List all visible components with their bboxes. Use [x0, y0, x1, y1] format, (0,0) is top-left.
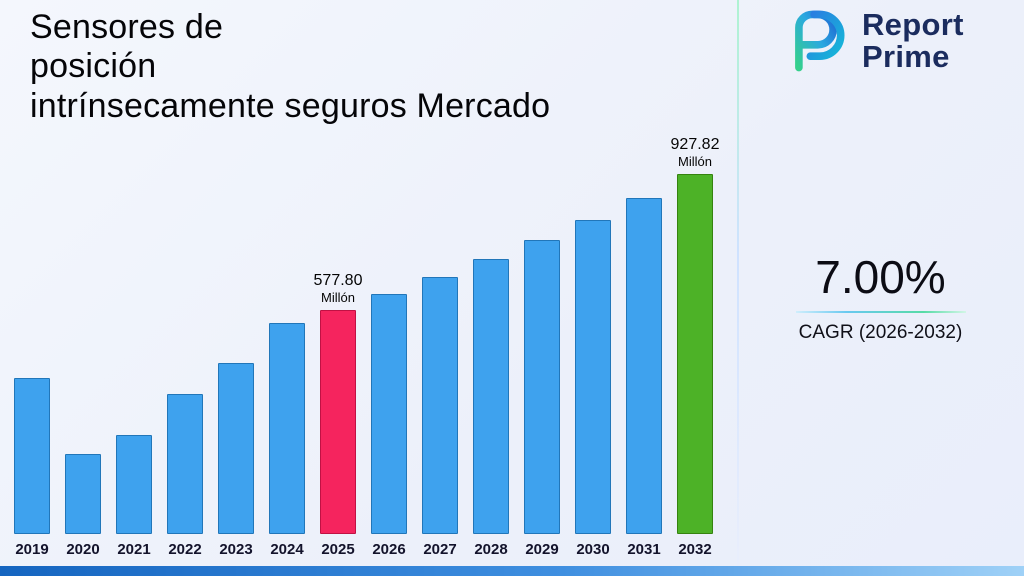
cagr-label: CAGR (2026-2032): [798, 322, 963, 343]
bar-2021: [116, 435, 152, 534]
x-tick-2030: 2030: [576, 541, 610, 558]
chart-column-2029: [524, 146, 560, 534]
value-label-2032: 927.82 Millón: [671, 136, 720, 169]
chart-column-2020: [65, 146, 101, 534]
chart-plot: 577.80 Millón 927.82 Millón: [14, 136, 719, 534]
chart-column-2026: [371, 146, 407, 534]
chart-column-2025: 577.80 Millón: [314, 146, 362, 534]
cagr-underline: [795, 311, 966, 313]
x-tick-2023: 2023: [219, 541, 253, 558]
brand-name-line2: Prime: [862, 39, 950, 74]
chart-column-2031: [626, 146, 662, 534]
bar-2019: [14, 378, 50, 534]
title-line-2: posición: [30, 47, 157, 86]
chart-column-2030: [575, 146, 611, 534]
chart-column-2024: [269, 146, 305, 534]
chart-column-2027: [422, 146, 458, 534]
cagr-value: 7.00%: [815, 251, 946, 303]
x-tick-2020: 2020: [66, 541, 100, 558]
chart-column-2028: [473, 146, 509, 534]
chart-x-axis: 2019 2020 2021 2022 2023 2024 2025 2026 2027 2028…: [14, 541, 713, 558]
x-tick-2021: 2021: [117, 541, 151, 558]
value-label-unit: Millón: [321, 290, 355, 305]
bottom-accent-strip: [0, 566, 1024, 576]
value-label-2025: 577.80 Millón: [314, 272, 363, 305]
bar-2032: [677, 174, 713, 534]
value-label-number: 577.80: [313, 272, 363, 289]
chart-column-2021: [116, 146, 152, 534]
chart-column-2022: [167, 146, 203, 534]
x-tick-2026: 2026: [372, 541, 406, 558]
cagr-block: 7.00% CAGR (2026-2032): [739, 250, 1022, 344]
x-tick-2022: 2022: [168, 541, 202, 558]
x-tick-2024: 2024: [270, 541, 304, 558]
bar-2029: [524, 240, 560, 534]
x-tick-2025: 2025: [321, 541, 355, 558]
page-title: Sensores de posición intrínsecamente seg…: [30, 8, 550, 126]
brand-logo: Report Prime: [778, 8, 964, 74]
title-line-1: Sensores de: [30, 8, 224, 46]
x-tick-2027: 2027: [423, 541, 457, 558]
report-prime-logo-icon: [778, 8, 854, 74]
x-tick-2028: 2028: [474, 541, 508, 558]
bar-2027: [422, 277, 458, 534]
chart-column-2032: 927.82 Millón: [671, 136, 719, 534]
x-tick-2031: 2031: [627, 541, 661, 558]
market-bar-chart: 577.80 Millón 927.82 Millón 2019 2020 2021 202…: [14, 136, 719, 558]
brand-name-line1: Report: [862, 6, 964, 42]
value-label-number: 927.82: [670, 136, 720, 153]
bar-2020: [65, 454, 101, 534]
bar-2028: [473, 259, 509, 534]
value-label-unit: Millón: [678, 154, 712, 169]
x-tick-2019: 2019: [15, 541, 49, 558]
chart-column-2019: [14, 146, 50, 534]
vertical-divider: [737, 0, 739, 566]
bar-2031: [626, 198, 662, 534]
bar-2022: [167, 394, 203, 534]
chart-column-2023: [218, 146, 254, 534]
bar-2030: [575, 220, 611, 534]
x-tick-2029: 2029: [525, 541, 559, 558]
bar-2025: [320, 310, 356, 534]
bar-2023: [218, 363, 254, 534]
brand-name: Report Prime: [862, 6, 964, 74]
bar-2024: [269, 323, 305, 534]
bar-2026: [371, 294, 407, 534]
x-tick-2032: 2032: [678, 541, 712, 558]
title-line-3: intrínsecamente seguros Mercado: [30, 86, 551, 125]
